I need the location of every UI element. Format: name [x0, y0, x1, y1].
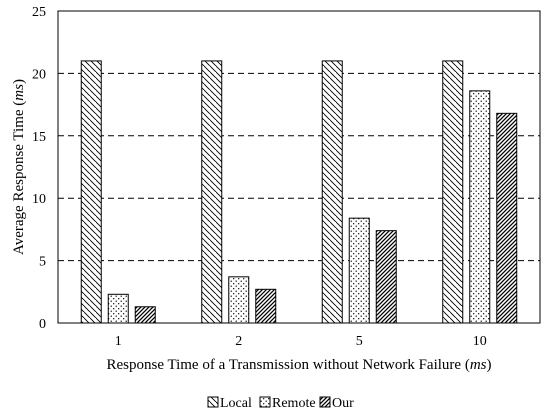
bar-remote-1 [107, 293, 129, 324]
legend-swatch-remote [259, 396, 271, 408]
x-tick-label: 1 [115, 334, 122, 349]
bar-remote-10 [469, 90, 491, 324]
bar-our-5 [375, 230, 397, 324]
y-tick-labels: 0 5 10 15 20 25 [32, 5, 46, 332]
legend-label-our: Our [332, 396, 354, 411]
legend-label-remote: Remote [272, 396, 316, 411]
y-tick-label: 20 [32, 67, 46, 82]
bar-local-5 [321, 60, 343, 324]
y-axis-title: Average Response Time (ms) [11, 79, 27, 255]
plot-area [57, 10, 541, 324]
x-axis-title: Response Time of a Transmission without … [106, 357, 491, 373]
legend-label-local: Local [220, 396, 252, 411]
legend: Local Remote Our [207, 396, 354, 411]
bar-remote-2 [228, 276, 250, 324]
y-tick-label: 5 [39, 255, 46, 270]
bar-local-1 [80, 60, 102, 324]
x-tick-labels: 1 2 5 10 [115, 334, 487, 349]
y-tick-label: 15 [32, 130, 46, 145]
y-tick-label: 25 [32, 5, 46, 20]
x-tick-label: 5 [356, 334, 363, 349]
x-tick-label: 10 [473, 334, 487, 349]
bar-local-10 [442, 60, 464, 324]
y-tick-label: 0 [39, 317, 46, 332]
bars [80, 60, 518, 324]
y-tick-label: 10 [32, 192, 46, 207]
bar-remote-5 [348, 217, 370, 324]
legend-swatch-our [319, 396, 331, 408]
bar-our-10 [496, 112, 518, 324]
x-tick-label: 2 [235, 334, 242, 349]
bar-our-2 [255, 288, 277, 324]
bar-our-1 [134, 306, 156, 324]
bar-local-2 [201, 60, 223, 324]
legend-swatch-local [207, 396, 219, 408]
